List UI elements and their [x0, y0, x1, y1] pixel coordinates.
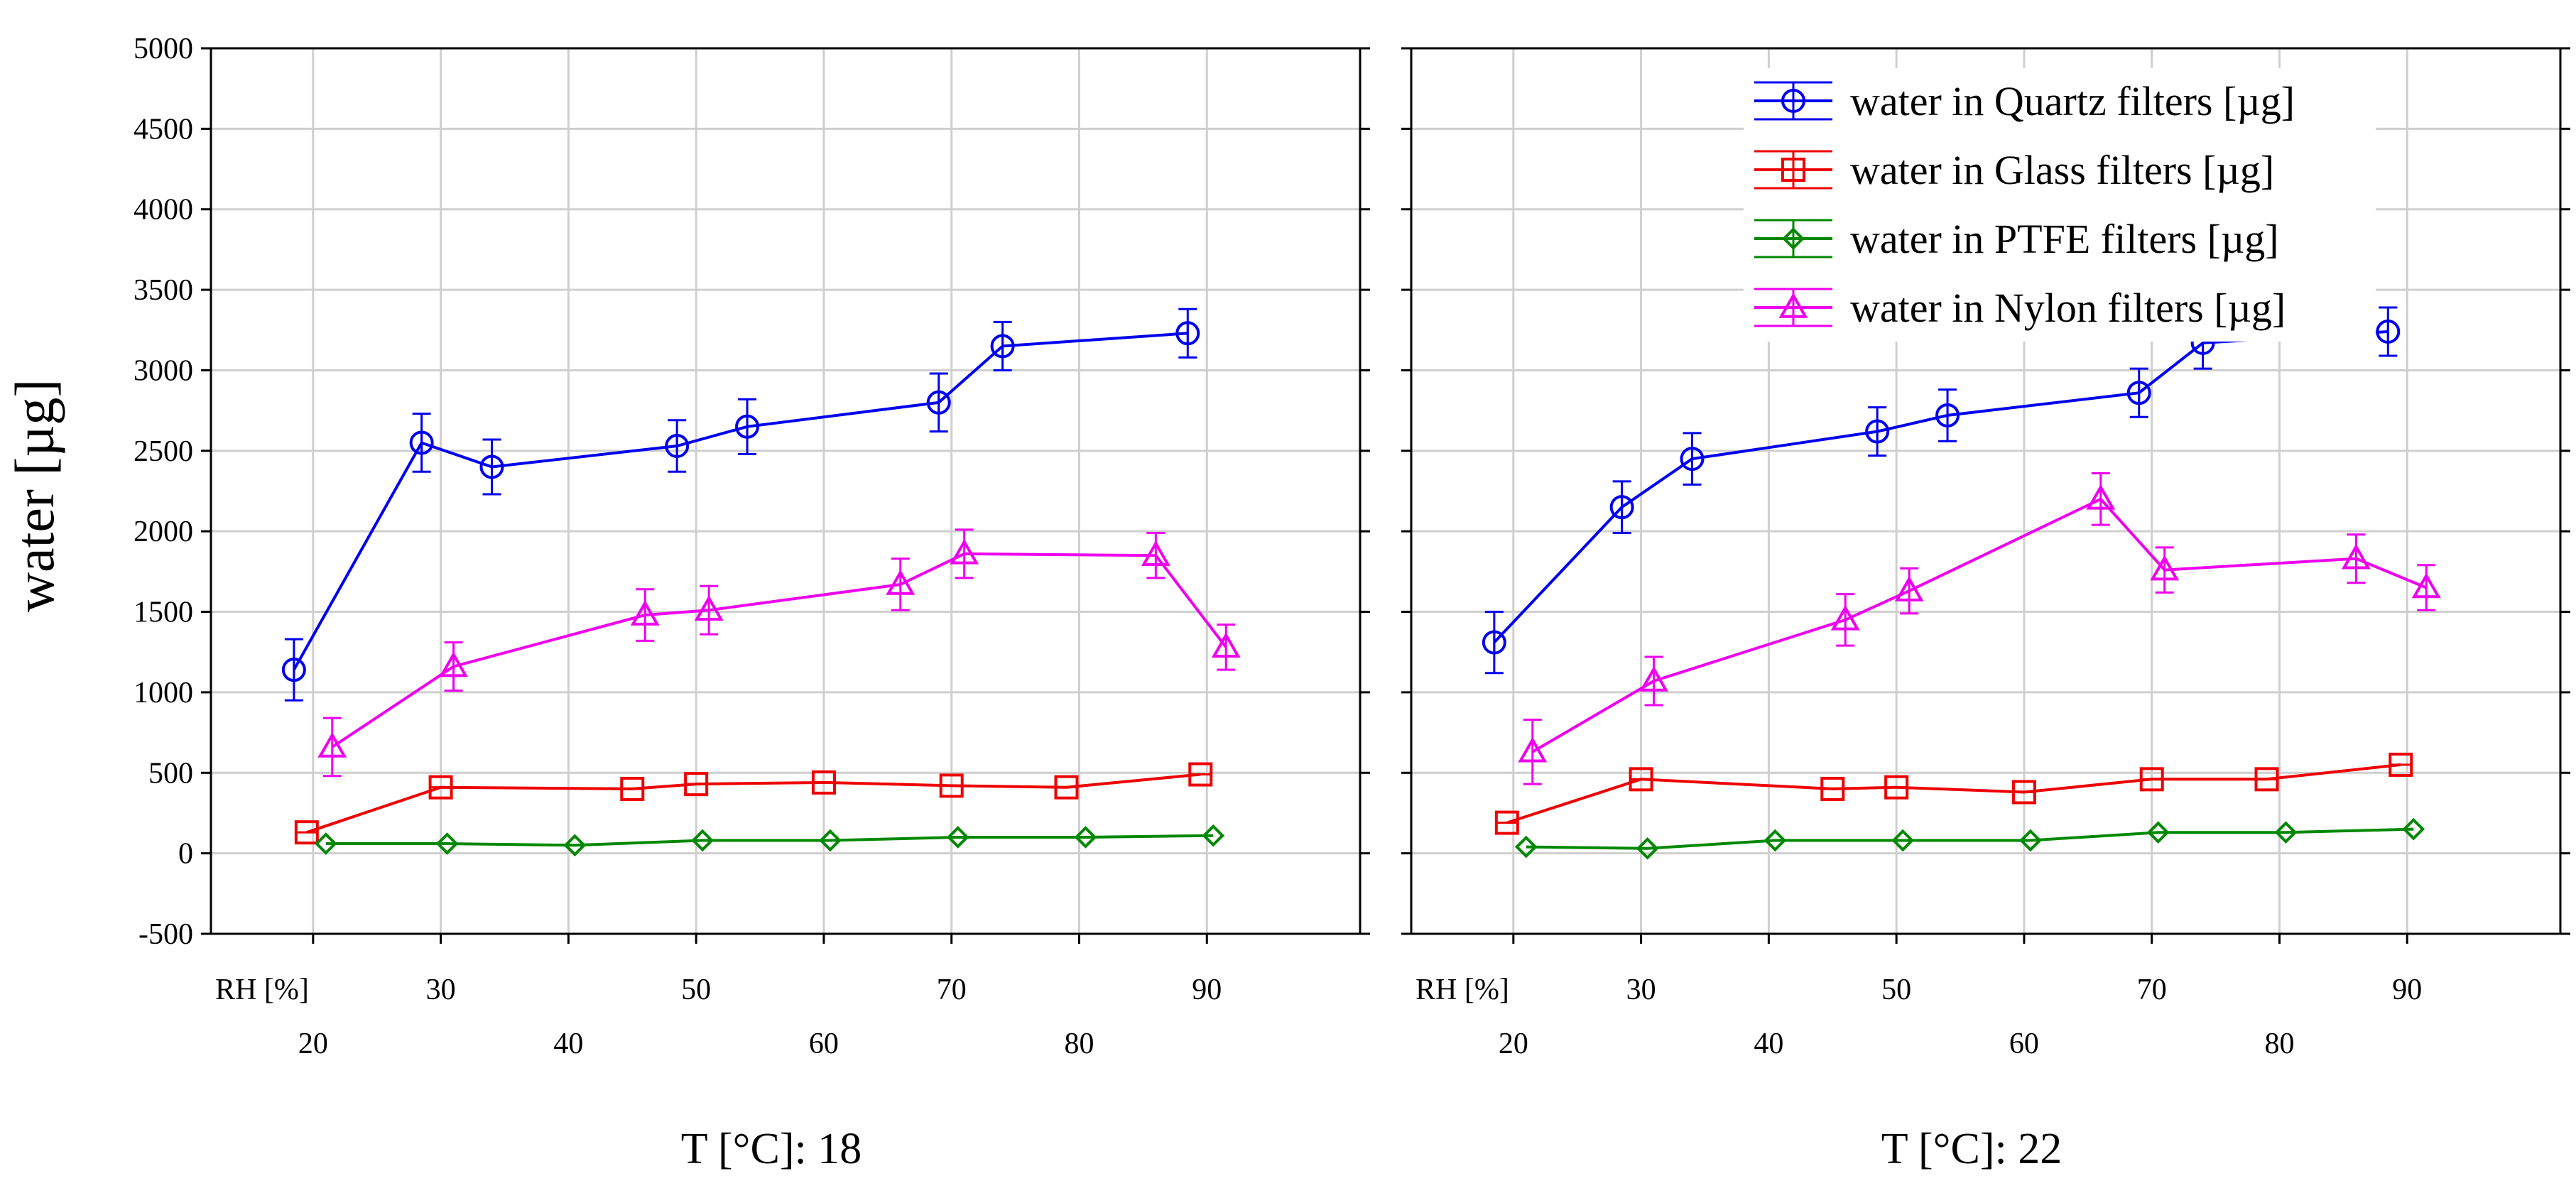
data-point — [819, 829, 842, 852]
data-point — [2150, 555, 2180, 581]
data-point — [694, 595, 724, 621]
data-point — [950, 538, 979, 565]
x-tick-label-lower: 60 — [2009, 1028, 2039, 1060]
y-tick-label: 2500 — [134, 435, 193, 468]
x-tick-label-lower: 20 — [1499, 1028, 1528, 1060]
x-axis-rh-label: RH [%] — [215, 974, 309, 1006]
data-point — [1891, 829, 1914, 852]
panel-title: T [°C]: 22 — [1881, 1125, 2062, 1173]
y-tick-label: 2000 — [134, 516, 193, 548]
series-circle — [1482, 306, 2401, 675]
data-point — [2274, 821, 2298, 844]
panel-left: -500 0 500 1000 1500 2000 2500 3000 3500 4000 4500… — [134, 33, 1370, 1173]
series-line — [293, 332, 1188, 671]
data-point — [2341, 543, 2371, 570]
data-point — [439, 651, 469, 677]
data-point — [2086, 484, 2116, 510]
legend-label: water in Glass filters [µg] — [1850, 147, 2274, 193]
data-point — [2411, 572, 2441, 599]
data-point — [1211, 632, 1241, 658]
data-point — [2146, 821, 2170, 844]
data-point — [886, 569, 915, 595]
y-tick-label: 5000 — [134, 33, 193, 65]
x-tick-label-upper: 90 — [1192, 974, 1222, 1006]
x-tick-label-lower: 60 — [809, 1028, 839, 1060]
y-tick-label: -500 — [138, 918, 193, 951]
series-diamond — [314, 824, 1225, 857]
data-point — [1518, 736, 1548, 763]
series-line — [1506, 763, 2401, 824]
legend-background — [1744, 68, 2376, 342]
legend-label: water in PTFE filters [µg] — [1850, 216, 2279, 262]
data-point — [630, 600, 660, 626]
series-line — [1493, 330, 2388, 643]
series-line — [1531, 497, 2427, 753]
data-point — [2402, 817, 2425, 841]
y-tick-label: 500 — [148, 757, 193, 790]
series-line — [325, 834, 1214, 847]
y-tick-label: 3500 — [134, 274, 193, 307]
x-tick-label-lower: 80 — [2264, 1028, 2294, 1060]
plot-frame — [1410, 47, 2562, 935]
x-tick-label-upper: 30 — [426, 974, 456, 1006]
data-point — [1763, 829, 1787, 852]
y-tick-label: 1500 — [134, 596, 193, 629]
x-tick-label-lower: 40 — [1754, 1028, 1783, 1060]
x-tick-label-upper: 70 — [2137, 974, 2167, 1006]
y-tick-label: 0 — [178, 838, 193, 871]
series-square — [1494, 752, 2413, 835]
data-point — [1074, 826, 1097, 849]
legend-marker — [1778, 292, 1808, 318]
x-tick-label-lower: 80 — [1064, 1028, 1094, 1060]
data-point — [435, 832, 459, 855]
legend-marker — [1782, 227, 1805, 250]
x-tick-label-upper: 90 — [2392, 974, 2422, 1006]
x-tick-label-upper: 50 — [681, 974, 711, 1006]
data-point — [1202, 824, 1225, 847]
series-line — [331, 552, 1227, 748]
x-tick-label-upper: 30 — [1626, 974, 1656, 1006]
data-point — [1639, 666, 1669, 692]
data-point — [1830, 604, 1860, 631]
data-point — [563, 834, 587, 857]
series-circle — [281, 307, 1200, 702]
x-tick-label-upper: 70 — [937, 974, 967, 1006]
data-point — [1514, 835, 1538, 859]
series-square — [294, 762, 1213, 845]
series-triangle — [1518, 472, 2441, 785]
y-tick-label: 4500 — [134, 113, 193, 146]
data-point — [2019, 829, 2042, 852]
data-point — [1636, 837, 1659, 860]
y-axis-label: water [µg] — [4, 379, 65, 613]
series-line — [1526, 827, 2414, 850]
data-point — [691, 829, 714, 852]
x-tick-label-lower: 40 — [553, 1028, 583, 1060]
data-point — [317, 731, 347, 758]
legend-label: water in Nylon filters [µg] — [1850, 285, 2286, 331]
legend: water in Quartz filters [µg] water in Gla… — [1744, 68, 2376, 342]
data-point — [946, 826, 969, 849]
y-tick-label: 1000 — [134, 677, 193, 709]
series-triangle — [317, 528, 1241, 778]
legend-label: water in Quartz filters [µg] — [1850, 78, 2295, 124]
x-axis-rh-label: RH [%] — [1415, 974, 1509, 1006]
data-point — [314, 832, 337, 855]
data-point — [1894, 576, 1924, 601]
data-point — [1141, 540, 1170, 566]
plot-frame — [210, 47, 1362, 935]
x-tick-label-upper: 50 — [1881, 974, 1911, 1006]
x-tick-label-lower: 20 — [298, 1028, 328, 1060]
series-line — [306, 773, 1201, 834]
series-diamond — [1514, 817, 2425, 860]
y-tick-label: 4000 — [134, 194, 193, 227]
panel-title: T [°C]: 18 — [681, 1125, 862, 1173]
y-tick-label: 3000 — [134, 354, 193, 387]
